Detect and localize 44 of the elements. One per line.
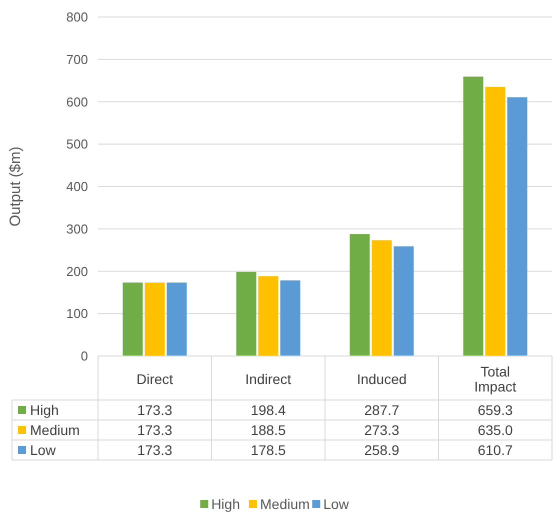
data-label: 287.7 (364, 402, 400, 418)
y-tick-label: 600 (66, 94, 88, 110)
text: High (211, 496, 240, 512)
data-label: 173.3 (137, 442, 172, 458)
y-tick-label: 0 (80, 348, 88, 364)
bar (144, 282, 165, 356)
y-tick-label: 700 (66, 52, 88, 67)
x-tick-label: Induced (356, 370, 407, 387)
legend-label: Low (323, 496, 350, 512)
y-tick-label: 400 (66, 179, 88, 194)
bar (394, 246, 414, 356)
data-label: 258.9 (364, 442, 400, 458)
data-label: 635.0 (478, 422, 513, 438)
y-tick-label: 500 (66, 136, 88, 152)
bar (485, 86, 506, 356)
y-tick-label: 200 (66, 264, 88, 279)
bar (236, 272, 256, 356)
x-tick-label: Indirect (245, 370, 292, 387)
y-tick-label: 800 (66, 10, 88, 25)
bar (463, 76, 484, 356)
y-tick-label: 100 (66, 306, 88, 322)
bar (280, 280, 300, 356)
bar (122, 282, 143, 356)
data-label: 198.4 (250, 402, 286, 418)
text: Medium (260, 496, 310, 512)
x-tick-label: Total Impact (474, 363, 516, 394)
data-label: 273.3 (364, 422, 400, 438)
x-tick-label: Direct (136, 370, 174, 387)
legend-label: High (30, 402, 59, 418)
data-label: 173.3 (137, 422, 172, 438)
bar (507, 97, 528, 356)
data-label: 188.5 (250, 422, 286, 438)
legend-label: Medium (30, 422, 80, 438)
data-label: 178.5 (250, 442, 286, 458)
bar (350, 234, 370, 356)
data-label: 173.3 (137, 402, 172, 418)
data-label: 610.7 (478, 442, 513, 458)
y-tick-label: 300 (66, 221, 88, 236)
bar (258, 276, 278, 356)
bar (166, 282, 187, 356)
text: Low (30, 442, 56, 458)
data-label: 659.3 (478, 402, 513, 418)
bar (372, 240, 392, 356)
y-axis-title: Output ($m) (7, 146, 24, 227)
